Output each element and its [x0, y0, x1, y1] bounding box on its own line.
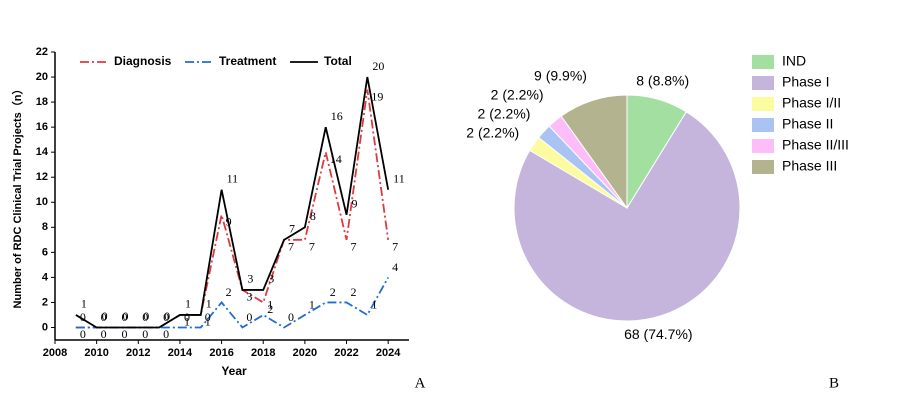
- y-tick-label: 12: [36, 171, 48, 183]
- legend-swatch: [752, 97, 774, 111]
- data-label: 0: [102, 309, 108, 323]
- data-label: 8 (8.8%): [636, 73, 689, 89]
- data-label: 0: [163, 327, 169, 341]
- data-label: 0: [122, 309, 128, 323]
- data-label: 2: [351, 285, 357, 299]
- data-label: 0: [142, 310, 148, 324]
- data-label: 0: [101, 327, 107, 341]
- y-tick-label: 22: [36, 46, 48, 58]
- x-tick-label: 2010: [84, 347, 108, 359]
- data-label: 8: [310, 209, 316, 223]
- x-tick-label: 2024: [376, 347, 401, 359]
- x-tick-label: 2022: [334, 347, 358, 359]
- y-tick-label: 4: [42, 271, 49, 283]
- data-label: 20: [372, 59, 384, 73]
- x-tick-label: 2014: [168, 347, 193, 359]
- x-tick-label: 2018: [251, 347, 275, 359]
- data-label: 7: [351, 240, 357, 254]
- series-line: [75, 76, 390, 329]
- data-label: 0: [80, 327, 86, 341]
- pie-slice: [513, 111, 741, 322]
- data-label: 2 (2.2%): [466, 124, 519, 140]
- data-label: 1: [184, 315, 190, 329]
- y-tick-label: 20: [36, 71, 48, 83]
- data-label: 2 (2.2%): [491, 86, 544, 102]
- data-label: 11: [393, 171, 405, 185]
- data-label: 0: [246, 310, 252, 324]
- x-tick-label: 2008: [43, 347, 67, 359]
- series-line: [75, 89, 390, 329]
- data-label: 9 (9.9%): [534, 67, 587, 83]
- y-tick-label: 18: [36, 96, 48, 108]
- data-label: 1: [371, 298, 377, 312]
- panel-label: A: [415, 375, 426, 391]
- legend-swatch: [752, 118, 774, 132]
- data-label: 3: [268, 272, 274, 286]
- data-label: 1: [185, 297, 191, 311]
- legend-label: Phase II: [782, 116, 833, 132]
- data-label: 7: [309, 240, 315, 254]
- y-tick-label: 10: [36, 196, 48, 208]
- legend-label: Phase I: [782, 74, 829, 90]
- data-label: 2: [330, 285, 336, 299]
- y-tick-label: 16: [36, 121, 48, 133]
- data-label: 1: [309, 298, 315, 312]
- legend-label: Treatment: [219, 54, 276, 68]
- legend-swatch: [752, 76, 774, 90]
- data-label: 2: [267, 302, 273, 316]
- data-label: 0: [164, 309, 170, 323]
- data-label: 0: [142, 327, 148, 341]
- data-label: 0: [121, 327, 127, 341]
- y-tick-label: 6: [42, 246, 48, 258]
- data-label: 7: [288, 240, 294, 254]
- y-tick-label: 8: [42, 221, 48, 233]
- legend-swatch: [752, 139, 774, 153]
- x-tick-label: 2016: [209, 347, 233, 359]
- data-label: 9: [352, 197, 358, 211]
- y-tick-label: 0: [42, 321, 48, 333]
- legend-label: Total: [324, 54, 352, 68]
- data-label: 0: [184, 310, 190, 324]
- data-label: 68 (74.7%): [624, 326, 692, 342]
- legend-label: Phase I/II: [782, 95, 841, 111]
- data-label: 0: [101, 310, 107, 324]
- data-label: 0: [288, 310, 294, 324]
- y-axis-label: Number of RDC Clinical Trial Projects（n）: [11, 84, 24, 309]
- data-label: 16: [331, 109, 343, 123]
- data-label: 3: [246, 290, 252, 304]
- data-label: 1: [205, 315, 211, 329]
- legend-label: Phase II/III: [782, 137, 849, 153]
- data-label: 0: [163, 310, 169, 324]
- data-label: 19: [371, 89, 383, 103]
- legend-swatch: [752, 55, 774, 69]
- data-label: 2 (2.2%): [478, 105, 531, 121]
- data-label: 4: [392, 260, 398, 274]
- legend-swatch: [752, 160, 774, 174]
- x-tick-label: 2020: [293, 347, 317, 359]
- data-label: 0: [80, 310, 86, 324]
- data-label: 11: [227, 171, 239, 185]
- y-tick-label: 2: [42, 296, 48, 308]
- legend-label: IND: [782, 53, 806, 69]
- data-label: 1: [267, 298, 273, 312]
- data-label: 0: [121, 310, 127, 324]
- data-label: 0: [143, 309, 149, 323]
- data-label: 1: [81, 297, 87, 311]
- panel-label: B: [829, 375, 839, 391]
- x-axis-label: Year: [221, 364, 247, 378]
- y-tick-label: 14: [36, 146, 49, 158]
- pie-slice: [560, 94, 628, 210]
- data-label: 1: [206, 297, 212, 311]
- legend-label: Diagnosis: [114, 54, 172, 68]
- data-label: 0: [205, 310, 211, 324]
- data-label: 7: [392, 240, 398, 254]
- legend-label: Phase III: [782, 158, 837, 174]
- x-tick-label: 2012: [126, 347, 150, 359]
- data-label: 2: [226, 285, 232, 299]
- data-label: 7: [289, 222, 295, 236]
- data-label: 3: [247, 272, 253, 286]
